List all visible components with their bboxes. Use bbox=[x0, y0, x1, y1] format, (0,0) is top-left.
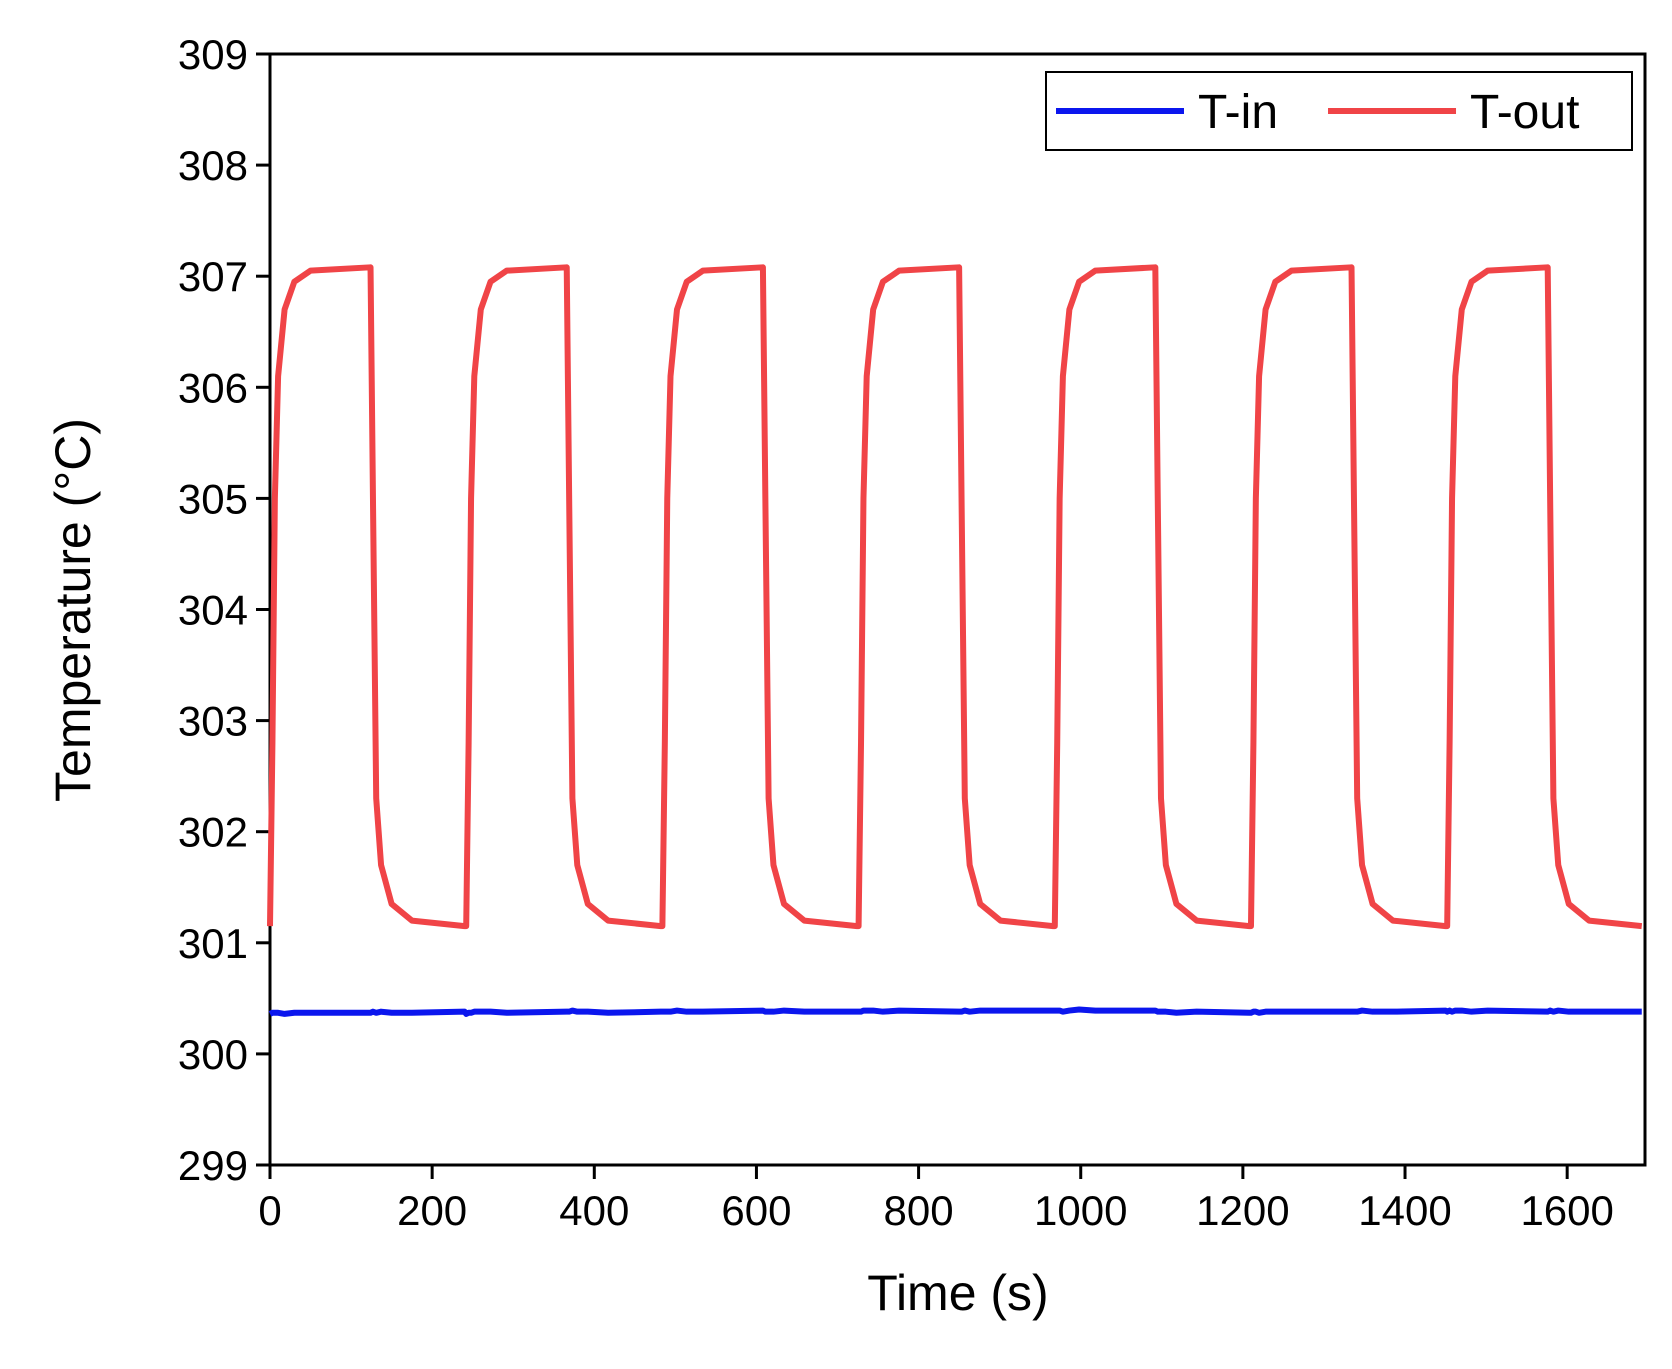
x-tick-label: 600 bbox=[721, 1187, 791, 1234]
legend-label: T-out bbox=[1470, 86, 1579, 139]
x-tick-label: 1400 bbox=[1358, 1187, 1451, 1234]
x-tick-label: 1000 bbox=[1034, 1187, 1127, 1234]
x-tick-label: 400 bbox=[559, 1187, 629, 1234]
y-axis-title: Temperature (°C) bbox=[45, 418, 101, 802]
x-axis-title: Time (s) bbox=[867, 1265, 1048, 1321]
legend: T-in T-out bbox=[1045, 71, 1633, 151]
legend-label: T-in bbox=[1198, 86, 1278, 139]
y-tick-label: 309 bbox=[178, 31, 248, 78]
y-tick-label: 299 bbox=[178, 1142, 248, 1189]
series-line bbox=[267, 264, 1643, 930]
x-tick-label: 0 bbox=[258, 1187, 281, 1234]
y-tick-label: 301 bbox=[178, 920, 248, 967]
series-line bbox=[268, 1006, 1642, 1017]
y-tick-label: 303 bbox=[178, 698, 248, 745]
plot-frame bbox=[268, 52, 1647, 1167]
y-tick-label: 302 bbox=[178, 809, 248, 856]
y-tick-label: 306 bbox=[178, 364, 248, 411]
x-tick-label: 1200 bbox=[1196, 1187, 1289, 1234]
x-tick-label: 1600 bbox=[1520, 1187, 1613, 1234]
y-tick-label: 305 bbox=[178, 475, 248, 522]
y-tick-label: 304 bbox=[178, 587, 248, 634]
y-tick-label: 308 bbox=[178, 142, 248, 189]
y-tick-label: 300 bbox=[178, 1031, 248, 1078]
x-tick-label: 200 bbox=[397, 1187, 467, 1234]
x-tick-label: 800 bbox=[884, 1187, 954, 1234]
y-tick-label: 307 bbox=[178, 253, 248, 300]
